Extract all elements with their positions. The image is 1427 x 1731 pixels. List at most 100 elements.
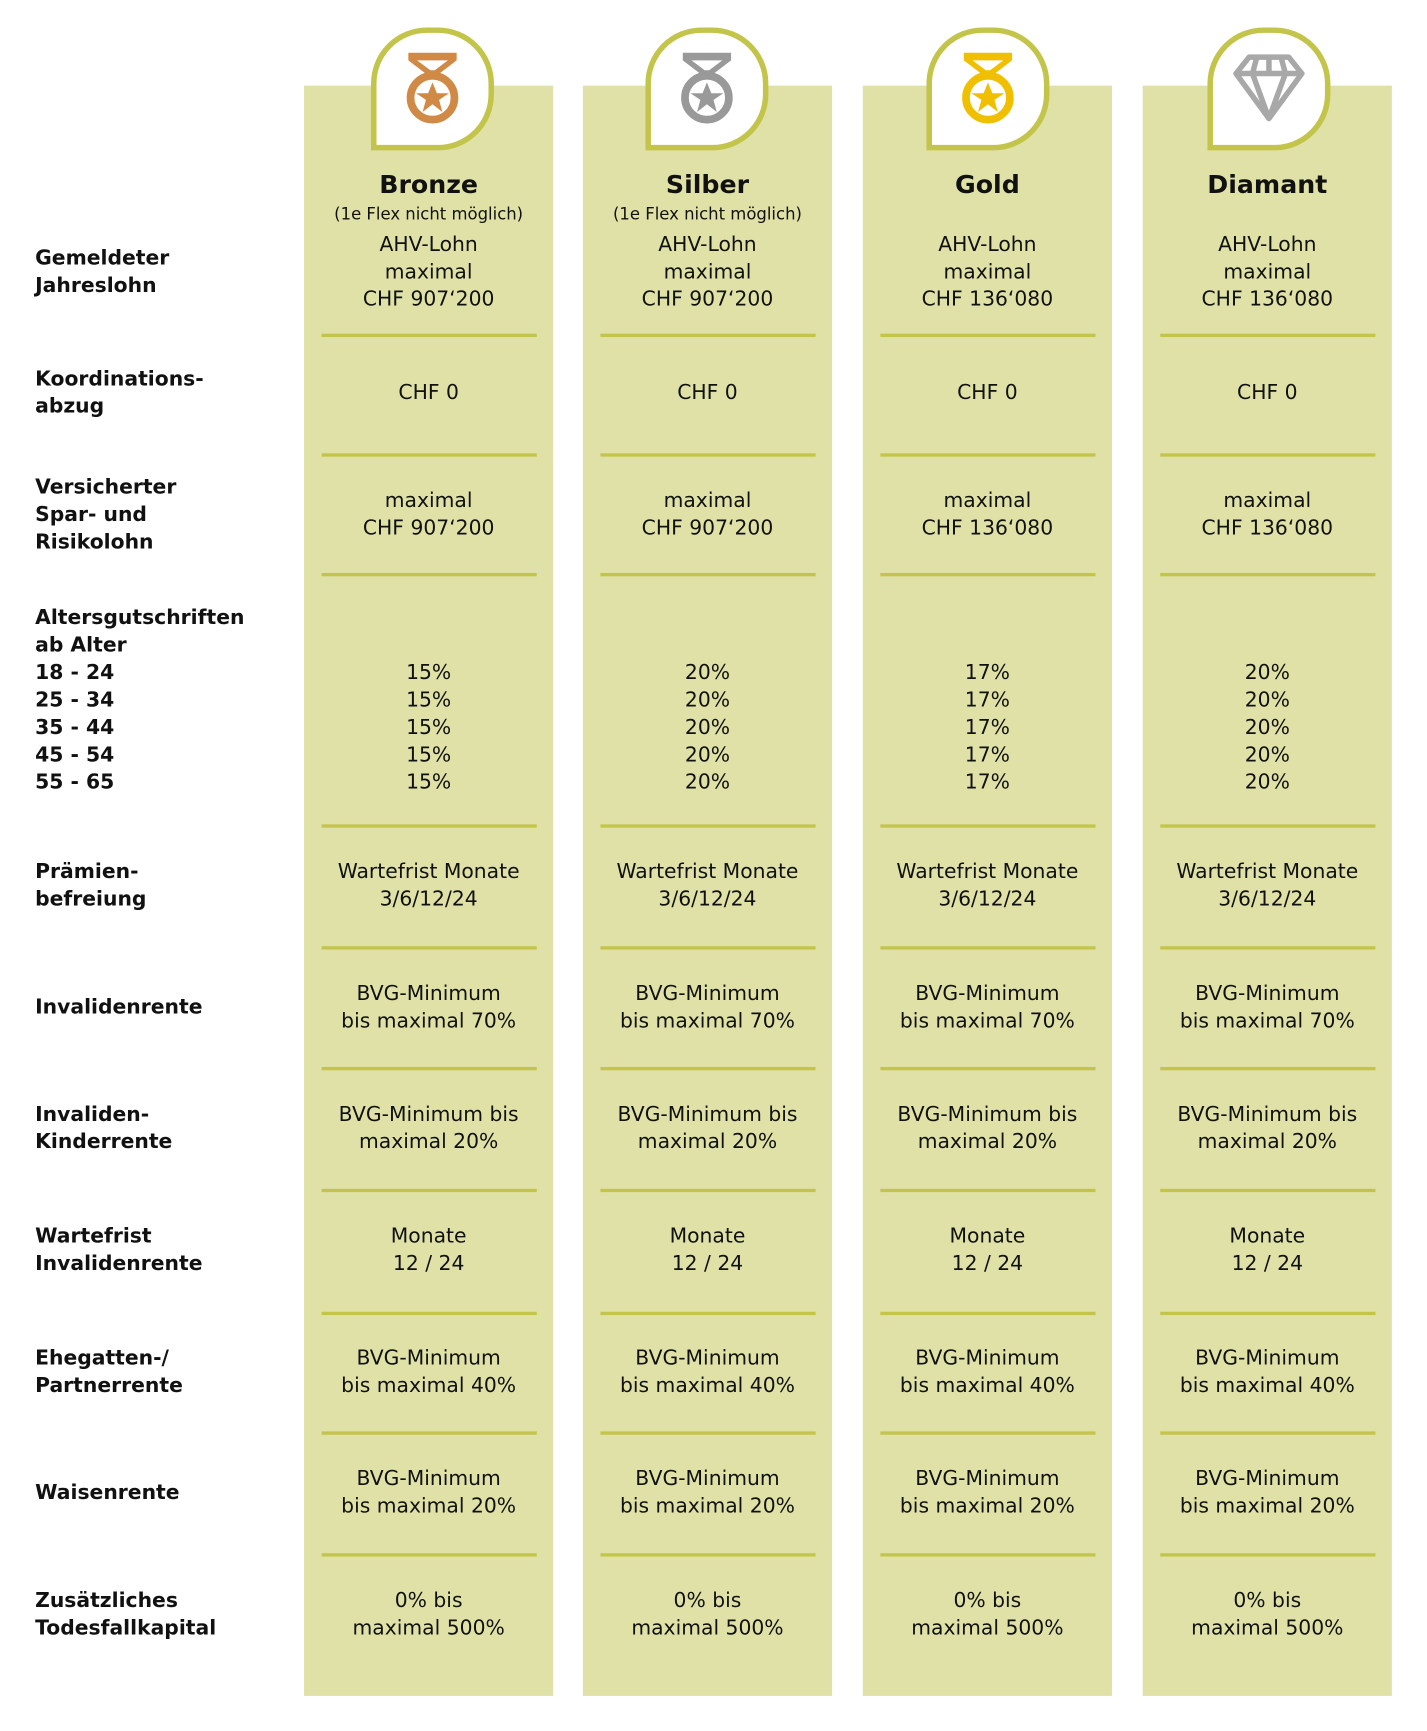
plan-column-gold — [862, 85, 1112, 1696]
value-line: CHF 907‘200 — [641, 517, 774, 541]
label-line: Todesfallkapital — [35, 1616, 217, 1640]
cell-value: 0% bis maximal 500% — [1143, 1587, 1392, 1642]
diamond-icon — [1233, 50, 1305, 127]
value-line: bis maximal 70% — [619, 1009, 795, 1033]
value-line: 17% — [964, 771, 1010, 795]
row-divider — [880, 1431, 1096, 1435]
value-line: 0% bis — [394, 1589, 463, 1613]
cell-value: Monate 12 / 24 — [304, 1223, 553, 1278]
cell-value: BVG-Minimum bis maximal 40% — [583, 1345, 832, 1400]
row-divider — [600, 1066, 816, 1071]
plan-badge — [645, 27, 769, 151]
row-label: Invalidenrente — [35, 994, 202, 1021]
value-line: Monate — [390, 1225, 467, 1249]
value-line: CHF 907‘200 — [362, 288, 495, 312]
row-divider — [600, 1553, 816, 1557]
value-line: 15% — [406, 661, 452, 685]
value-line: bis maximal 40% — [899, 1374, 1075, 1398]
cell-value: 17% 17% 17% 17% 17% — [863, 659, 1112, 796]
row-label: Wartefrist Invalidenrente — [35, 1223, 202, 1278]
value-line: bis maximal 70% — [341, 1009, 517, 1033]
row-divider — [321, 1431, 537, 1435]
row-divider — [321, 1311, 537, 1316]
value-line: maximal — [384, 489, 473, 513]
cell-value: 15% 15% 15% 15% 15% — [304, 659, 553, 796]
row-divider — [1160, 824, 1376, 828]
cell-value: BVG-Minimum bis maximal 20% — [583, 1101, 832, 1156]
value-line: 20% — [1244, 688, 1290, 712]
cell-value: maximal CHF 136‘080 — [863, 487, 1112, 542]
value-line: 15% — [406, 743, 452, 767]
cell-value: CHF 0 — [583, 379, 832, 406]
plan-column-silber — [582, 85, 833, 1696]
plan-badge — [371, 27, 494, 151]
value-line: bis maximal 40% — [1179, 1374, 1355, 1398]
value-line: 3/6/12/24 — [1218, 888, 1317, 912]
value-line: bis maximal 20% — [341, 1495, 517, 1519]
value-line: CHF 0 — [957, 381, 1018, 405]
row-divider — [600, 333, 816, 337]
value-line: 15% — [406, 771, 452, 795]
row-label: Altersgutschriften ab Alter 18 - 24 25 - 34… — [35, 604, 244, 796]
row-divider — [1160, 1553, 1376, 1557]
label-line: 45 - 54 — [35, 743, 115, 767]
row-divider — [1160, 1066, 1376, 1071]
label-line: Invalidenrente — [35, 1252, 203, 1276]
value-line: Monate — [1229, 1225, 1306, 1249]
value-line: maximal 500% — [631, 1616, 784, 1640]
cell-value: BVG-Minimum bis maximal 70% — [863, 980, 1112, 1035]
cell-value: 20% 20% 20% 20% 20% — [1143, 659, 1392, 796]
value-line: maximal — [1223, 489, 1312, 513]
value-line: 0% bis — [953, 1589, 1022, 1613]
row-divider — [321, 1188, 537, 1193]
row-divider — [880, 1188, 1096, 1193]
plan-column-bronze — [304, 85, 554, 1696]
label-line: 55 - 65 — [35, 771, 115, 795]
cell-value: maximal CHF 907‘200 — [583, 487, 832, 542]
row-divider — [880, 1066, 1096, 1071]
label-line: Jahreslohn — [35, 274, 157, 298]
value-line: 20% — [1244, 771, 1290, 795]
value-line: BVG-Minimum — [1195, 1467, 1340, 1491]
value-line: BVG-Minimum bis — [338, 1103, 519, 1127]
cell-value: AHV-Lohn maximal CHF 136‘080 — [1143, 231, 1392, 313]
value-line: Wartefrist Monate — [896, 860, 1079, 884]
row-divider — [880, 453, 1096, 457]
row-label: Zusätzliches Todesfallkapital — [35, 1587, 216, 1642]
value-line: BVG-Minimum — [635, 1467, 780, 1491]
value-line: CHF 136‘080 — [1201, 517, 1334, 541]
plan-name: Gold — [954, 171, 1020, 200]
value-line: BVG-Minimum — [1195, 982, 1340, 1006]
plan-badge — [1207, 27, 1331, 151]
value-line: maximal — [943, 260, 1032, 284]
plan-note: (1e Flex nicht möglich) — [334, 204, 524, 224]
label-line: Risikolohn — [35, 530, 154, 554]
value-line: maximal 20% — [917, 1130, 1058, 1154]
row-divider — [600, 824, 816, 828]
label-line: Ehegatten-/ — [35, 1346, 169, 1370]
value-line: CHF 0 — [677, 381, 738, 405]
value-line: BVG-Minimum — [356, 982, 501, 1006]
value-line: AHV-Lohn — [1218, 233, 1317, 257]
cell-value: BVG-Minimum bis maximal 20% — [863, 1465, 1112, 1520]
cell-value: Wartefrist Monate 3/6/12/24 — [863, 858, 1112, 913]
value-line: maximal 20% — [358, 1130, 499, 1154]
value-line: CHF 0 — [1237, 381, 1298, 405]
value-line: 20% — [1244, 661, 1290, 685]
cell-value: Monate 12 / 24 — [1143, 1223, 1392, 1278]
row-label: Koordinations-abzug — [35, 366, 204, 421]
value-line: CHF 136‘080 — [921, 288, 1054, 312]
value-line: 3/6/12/24 — [938, 888, 1037, 912]
row-divider — [600, 572, 816, 577]
row-divider — [880, 946, 1096, 950]
row-divider — [1160, 572, 1376, 577]
value-line: 0% bis — [1233, 1589, 1302, 1613]
value-line: 20% — [684, 661, 731, 685]
label-line: Invaliden- — [35, 1103, 150, 1127]
cell-value: BVG-Minimum bis maximal 40% — [1143, 1345, 1392, 1400]
cell-value: BVG-Minimum bis maximal 70% — [583, 980, 832, 1035]
value-line: bis maximal 40% — [341, 1374, 517, 1398]
row-divider — [321, 572, 537, 577]
cell-value: BVG-Minimum bis maximal 70% — [304, 980, 553, 1035]
plan-badge — [926, 27, 1050, 151]
